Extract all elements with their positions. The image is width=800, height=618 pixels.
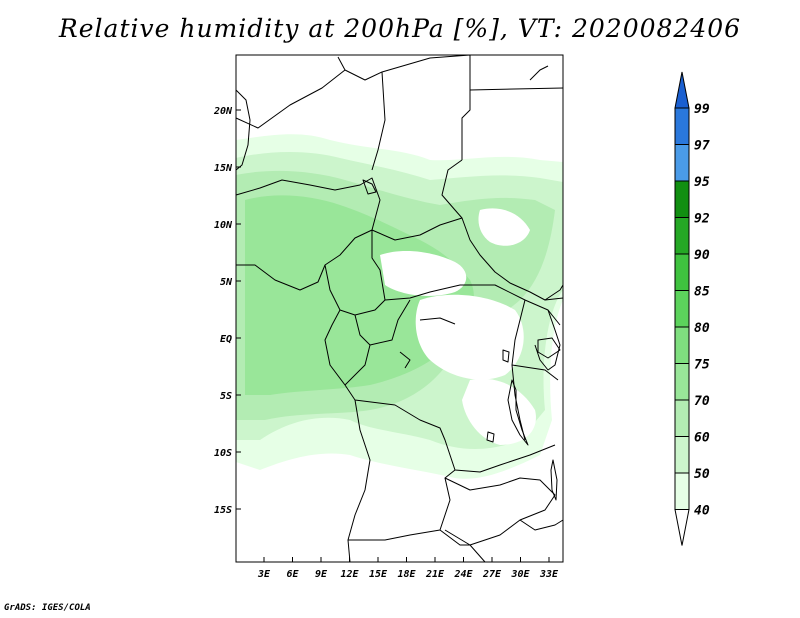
border-drc-north	[384, 284, 561, 326]
colorbar-level-label: 97	[694, 139, 710, 154]
humidity-shading	[236, 134, 563, 479]
lon-tick-label: 33E	[539, 569, 559, 580]
colorbar-level-label: 80	[694, 321, 710, 336]
border-egypt-sudan	[469, 87, 564, 91]
colorbar-level-label: 40	[694, 504, 710, 519]
colorbar-over-triangle	[674, 71, 690, 109]
colorbar-level-label: 90	[694, 248, 710, 263]
lon-tick-label: 24E	[453, 569, 473, 580]
border-gabon	[344, 299, 411, 386]
colorbar-level-label: 99	[694, 102, 710, 117]
border-cameroon	[324, 230, 386, 316]
lake-chad	[362, 179, 377, 195]
lake-tanganyika	[507, 379, 529, 446]
lake-kivu	[502, 349, 510, 363]
colorbar-swatch	[674, 253, 690, 291]
border-east-africa	[511, 284, 564, 381]
river-congo-trace	[399, 317, 456, 369]
lat-tick-label: 5N	[220, 277, 233, 288]
colorbar-level-label: 92	[694, 212, 710, 227]
colorbar-under-triangle	[674, 509, 690, 546]
lake-malawi	[550, 459, 558, 501]
border-angola	[347, 399, 456, 541]
lon-tick-label: 27E	[482, 569, 502, 580]
lat-tick-label: 20N	[213, 106, 233, 117]
lon-tick-label: 18E	[397, 569, 416, 580]
lake-victoria	[537, 337, 561, 359]
colorbar-level-label: 75	[694, 358, 710, 373]
lat-tick-label: 15S	[214, 505, 232, 516]
lon-tick-label: 12E	[340, 569, 359, 580]
lake-mweru	[486, 431, 495, 443]
lon-tick-label: 21E	[425, 569, 445, 580]
latitude-axis: 20N 15N 10N 5N EQ 5S 10S 15S	[213, 106, 241, 516]
border-congo	[324, 309, 556, 473]
colorbar-level-label: 50	[694, 467, 710, 482]
dry-area-northeast	[478, 208, 530, 246]
border-chad-car	[371, 217, 564, 301]
colorbar-level-label: 95	[694, 175, 710, 190]
colorbar-swatch	[674, 472, 690, 510]
colorbar-swatch	[674, 290, 690, 328]
colorbar-swatch	[674, 217, 690, 255]
colorbar-level-label: 85	[694, 285, 710, 300]
longitude-axis: 3E 6E 9E 12E 15E 18E 21E 24E 27E 30E 33E	[257, 557, 559, 580]
colorbar-swatch	[674, 107, 690, 145]
dry-area-north	[380, 250, 467, 296]
map-frame	[235, 54, 564, 563]
red-sea-coast	[529, 65, 549, 81]
border-coastline-west	[235, 89, 251, 171]
colorbar: 40 50 60 70 75 80 85 90 92 95 97 99	[674, 71, 710, 546]
map-panel: 20N 15N 10N 5N EQ 5S 10S 15S 3E 6E 9E 12E 15E 18E 21E…	[213, 54, 564, 580]
border-zambia	[444, 477, 556, 546]
colorbar-swatch	[674, 326, 690, 364]
colorbar-swatch	[674, 363, 690, 401]
colorbar-swatch	[674, 399, 690, 437]
lat-tick-label: 15N	[214, 163, 233, 174]
dry-area-east	[415, 294, 524, 380]
colorbar-swatch	[674, 144, 690, 182]
lat-tick-label: 10S	[214, 448, 232, 459]
border-north-sahara	[235, 54, 471, 171]
grads-credit: GrADS: IGES/COLA	[4, 603, 91, 613]
lon-tick-label: 6E	[286, 569, 299, 580]
lat-tick-label: 5S	[220, 391, 232, 402]
colorbar-level-label: 70	[694, 394, 710, 409]
lon-tick-label: 30E	[510, 569, 530, 580]
lon-tick-label: 15E	[369, 569, 388, 580]
humidity-region-70	[245, 195, 474, 395]
border-sudan-chad	[441, 159, 463, 219]
lat-tick-label: 10N	[214, 220, 233, 231]
lon-tick-label: 9E	[315, 569, 328, 580]
lon-tick-label: 3E	[257, 569, 271, 580]
country-borders	[235, 54, 564, 563]
colorbar-swatch	[674, 436, 690, 474]
dry-area-southeast	[462, 378, 536, 445]
chart-title: Relative humidity at 200hPa [%], VT: 202…	[58, 14, 742, 43]
colorbar-swatch	[674, 180, 690, 218]
lat-tick-label: EQ	[220, 334, 232, 345]
colorbar-level-label: 60	[694, 431, 710, 446]
